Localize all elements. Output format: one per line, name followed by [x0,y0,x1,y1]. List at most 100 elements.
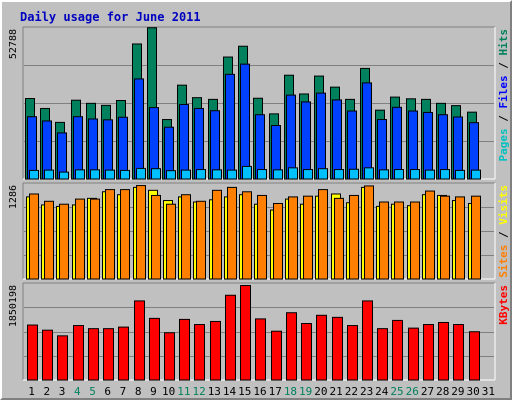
bar-sites-day-19 [303,195,313,280]
bar-pages-day-8 [136,167,146,180]
bar-pages-day-28 [440,169,450,180]
bar-pages-day-16 [257,169,267,180]
bar-kbytes-day-16 [255,318,266,381]
bar-sites-day-23 [364,185,374,280]
bar-pages-day-29 [455,169,465,180]
day-label: 5 [89,385,96,398]
bar-kbytes-day-4 [73,325,84,381]
day-label: 26 [406,385,419,398]
bar-sites-day-22 [349,194,359,280]
bar-files-day-18 [286,94,296,180]
day-label: 8 [135,385,142,398]
bar-kbytes-day-27 [423,324,434,381]
bar-pages-day-17 [273,169,283,180]
bar-sites-day-10 [166,203,176,280]
day-label: 3 [59,385,66,398]
series-legend: Pages / Files / Hits [497,29,510,162]
day-label: 11 [177,385,190,398]
bar-sites-day-24 [379,201,389,280]
max-value-label: 1286 [8,185,19,209]
bar-kbytes-day-1 [27,324,38,381]
bar-sites-day-29 [455,196,465,280]
bar-pages-day-4 [75,169,85,180]
day-label: 1 [28,385,35,398]
bar-kbytes-day-13 [210,320,221,381]
bar-pages-day-13 [212,169,222,180]
day-label: 25 [390,385,403,398]
max-value-label: 52788 [8,29,19,59]
day-label: 27 [421,385,434,398]
bar-files-day-13 [210,110,220,180]
bar-pages-day-3 [59,171,69,180]
day-label: 4 [74,385,81,398]
bar-pages-day-12 [196,169,206,180]
bar-kbytes-day-10 [164,332,175,381]
day-label: 18 [284,385,297,398]
day-label: 20 [314,385,327,398]
legend-item: / [497,109,510,129]
bar-files-day-19 [301,101,311,180]
bar-sites-day-11 [181,194,191,280]
legend-item: Visits [497,185,510,225]
day-label: 21 [330,385,343,398]
bar-files-day-23 [362,82,372,180]
bar-pages-day-15 [242,165,252,180]
bar-sites-day-12 [196,200,206,280]
day-label: 23 [360,385,373,398]
day-label: 30 [467,385,480,398]
bar-files-day-15 [240,63,250,180]
bar-pages-day-2 [44,169,54,180]
bar-kbytes-day-29 [453,324,464,381]
day-label: 29 [451,385,464,398]
day-label: 10 [162,385,175,398]
series-legend: Sites / Visits [497,185,510,278]
panel-kbytes: 1850198 KBytes [8,282,510,381]
bar-kbytes-day-21 [332,316,343,381]
bar-files-day-25 [392,106,402,180]
legend-item: Pages [497,128,510,161]
day-label: 19 [299,385,312,398]
bar-pages-day-25 [394,169,404,180]
bar-kbytes-day-25 [392,319,403,381]
bar-files-day-8 [134,78,144,180]
bar-sites-day-8 [136,185,146,280]
max-value-label: 1850198 [8,285,19,327]
bar-kbytes-day-19 [301,323,312,381]
bar-pages-day-10 [166,170,176,180]
bar-kbytes-day-7 [118,326,129,381]
day-label: 24 [375,385,389,398]
legend-item: / [497,56,510,76]
bar-kbytes-day-30 [469,331,480,381]
bar-pages-day-22 [349,168,359,180]
bar-kbytes-day-15 [240,285,251,381]
day-label: 7 [120,385,127,398]
bar-sites-day-16 [257,194,267,280]
day-label: 17 [269,385,282,398]
bar-kbytes-day-3 [57,335,68,381]
bar-sites-day-6 [105,189,115,280]
bar-kbytes-day-24 [377,328,388,381]
bar-pages-day-19 [303,169,313,180]
panel-hits-files-pages: 52788 Pages / Files / Hits [8,26,510,180]
bar-pages-day-20 [318,168,328,180]
series-legend: KBytes [497,285,510,325]
bar-files-day-29 [453,116,463,180]
bar-files-day-21 [332,99,342,180]
bar-kbytes-day-11 [179,318,190,381]
bar-sites-day-28 [440,195,450,280]
bar-pages-day-18 [288,167,298,180]
bar-kbytes-day-5 [88,328,99,381]
bar-files-day-12 [194,107,204,180]
bar-files-day-20 [316,92,326,180]
bar-kbytes-day-9 [149,317,160,381]
bar-pages-day-30 [471,169,481,180]
legend-item: Hits [497,29,510,56]
bar-sites-day-14 [227,186,237,280]
day-label: 22 [345,385,358,398]
bar-kbytes-day-8 [134,300,145,381]
bar-files-day-7 [118,116,128,180]
bar-kbytes-day-2 [42,329,53,381]
bar-sites-day-9 [151,194,161,280]
bar-sites-day-30 [471,195,481,280]
day-label: 14 [223,385,237,398]
